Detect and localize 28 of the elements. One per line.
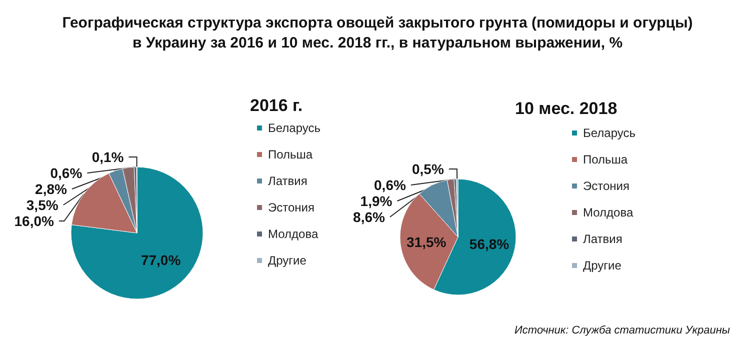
legend-label: Беларусь — [268, 121, 320, 135]
data-label: 0,6% — [374, 177, 406, 194]
data-label: 0,5% — [412, 161, 444, 178]
chart-subtitle: 2016 г. — [250, 96, 303, 115]
legend-label: Молдова — [268, 227, 318, 241]
legend-label: Эстония — [583, 179, 630, 193]
legend-label: Беларусь — [583, 126, 636, 140]
data-label: 3,5% — [26, 197, 59, 213]
data-label: 16,0% — [14, 213, 54, 229]
text: Географическая структура экспорта овощей закрытого грунта (помидоры и огурцы) в Украину за 2016 и 10 мес. 2018 гг., в натуральном выражении, % — [62, 14, 693, 52]
legend-label: Польша — [268, 148, 313, 162]
data-label: 0,1% — [92, 149, 124, 165]
legend-label: Другие — [583, 258, 622, 272]
text: Источник: Служба статистики Украины — [514, 324, 730, 336]
legend-label: Латвия — [583, 232, 622, 246]
legend-label: Польша — [583, 152, 628, 166]
data-label: 8,6% — [353, 209, 386, 226]
legend-label: Другие — [268, 254, 307, 268]
data-label: 1,9% — [360, 193, 393, 210]
legend-label: Эстония — [268, 200, 314, 214]
data-label: 77,0% — [140, 252, 182, 268]
chart-title: 10 мес. 2018 — [515, 99, 618, 118]
data-label: 31,5% — [406, 234, 447, 250]
legend-label: Молдова — [583, 206, 634, 220]
legend-label: Латвия — [268, 174, 308, 188]
data-label: 2,8% — [35, 181, 68, 197]
data-label: 56,8% — [469, 236, 510, 252]
data-label: 0,6% — [50, 165, 83, 181]
